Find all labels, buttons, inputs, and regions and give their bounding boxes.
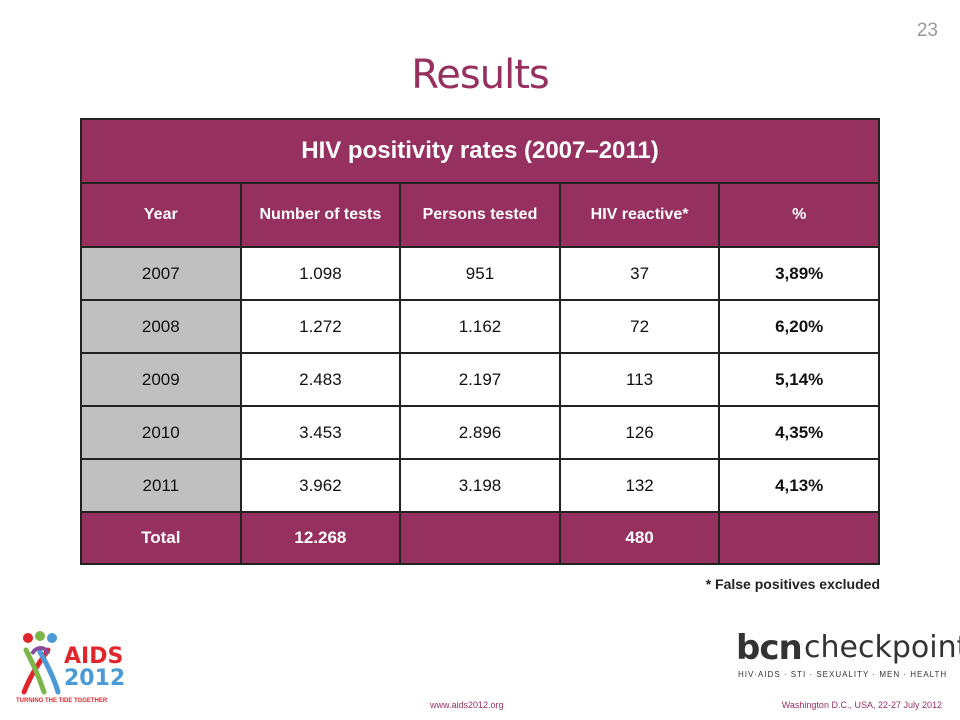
aids-logo-text-1: AIDS	[64, 644, 124, 669]
aids-logo-text-2: 2012	[64, 666, 126, 691]
bcn-logo-brand: bcn	[736, 628, 803, 668]
aids2012-ribbon-icon	[21, 631, 61, 695]
total-label: Total	[80, 511, 242, 565]
table-row: 2009 2.483 2.197 113 5,14%	[80, 352, 880, 407]
cell-percent: 6,20%	[718, 299, 880, 354]
footer-event: Washington D.C., USA, 22-27 July 2012	[781, 700, 942, 710]
cell-tests: 2.483	[239, 352, 402, 407]
results-table: HIV positivity rates (2007–2011) Year Nu…	[80, 118, 880, 565]
total-reactive: 480	[558, 511, 721, 565]
total-percent	[718, 511, 880, 565]
cell-persons: 3.198	[399, 458, 561, 513]
column-header-percent: %	[718, 182, 880, 248]
cell-reactive: 37	[558, 246, 721, 301]
table-row: 2007 1.098 951 37 3,89%	[80, 246, 880, 301]
cell-persons: 2.896	[399, 405, 561, 460]
cell-percent: 4,35%	[718, 405, 880, 460]
cell-tests: 1.272	[239, 299, 402, 354]
aids2012-logo: AIDS 2012 TURNING THE TIDE TOGETHER	[14, 628, 126, 710]
cell-reactive: 113	[558, 352, 721, 407]
slide-number: 23	[916, 20, 938, 41]
table-total-row: Total 12.268 480	[80, 511, 880, 565]
footer-url: www.aids2012.org	[430, 700, 504, 710]
table-row: 2008 1.272 1.162 72 6,20%	[80, 299, 880, 354]
cell-persons: 2.197	[399, 352, 561, 407]
table-row: 2011 3.962 3.198 132 4,13%	[80, 458, 880, 513]
bcn-logo-tagline: HIV·AIDS · STI · SEXUALITY · MEN · HEALT…	[738, 670, 948, 679]
column-header-persons: Persons tested	[399, 182, 561, 248]
total-persons	[399, 511, 561, 565]
cell-year: 2008	[80, 299, 242, 354]
cell-tests: 1.098	[239, 246, 402, 301]
footnote: * False positives excluded	[705, 576, 880, 592]
cell-year: 2007	[80, 246, 242, 301]
cell-reactive: 126	[558, 405, 721, 460]
cell-tests: 3.453	[239, 405, 402, 460]
results-table-container: HIV positivity rates (2007–2011) Year Nu…	[80, 118, 880, 565]
cell-reactive: 132	[558, 458, 721, 513]
bcn-checkpoint-logo: bcn checkpoint HIV·AIDS · STI · SEXUALIT…	[736, 628, 960, 688]
cell-persons: 951	[399, 246, 561, 301]
table-title: HIV positivity rates (2007–2011)	[80, 118, 880, 184]
cell-year: 2010	[80, 405, 242, 460]
cell-reactive: 72	[558, 299, 721, 354]
cell-percent: 3,89%	[718, 246, 880, 301]
column-header-year: Year	[80, 182, 242, 248]
cell-tests: 3.962	[239, 458, 402, 513]
aids-logo-tagline: TURNING THE TIDE TOGETHER	[16, 698, 108, 704]
cell-percent: 5,14%	[718, 352, 880, 407]
table-row: 2010 3.453 2.896 126 4,35%	[80, 405, 880, 460]
cell-year: 2011	[80, 458, 242, 513]
cell-persons: 1.162	[399, 299, 561, 354]
cell-year: 2009	[80, 352, 242, 407]
column-header-reactive: HIV reactive*	[558, 182, 721, 248]
cell-percent: 4,13%	[718, 458, 880, 513]
bcn-logo-name: checkpoint	[804, 630, 960, 665]
slide-title: Results	[411, 52, 549, 98]
total-tests: 12.268	[239, 511, 402, 565]
column-header-tests: Number of tests	[239, 182, 402, 248]
table-header-row: Year Number of tests Persons tested HIV …	[80, 182, 880, 248]
